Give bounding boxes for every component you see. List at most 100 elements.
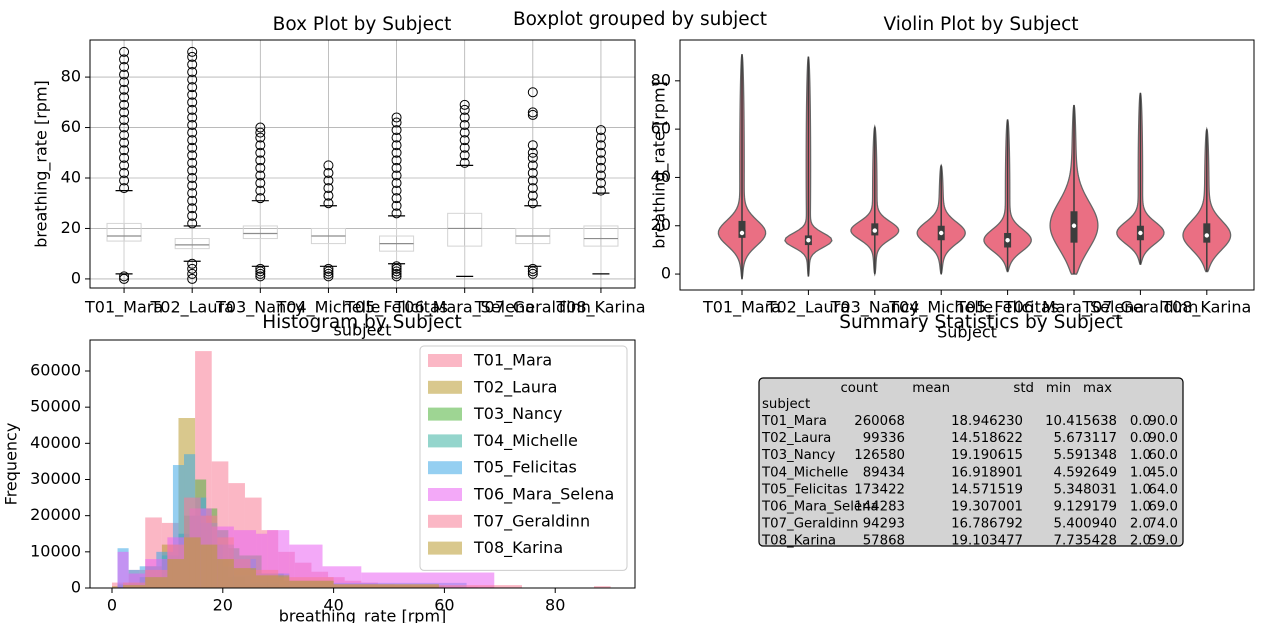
- table-cell: 19.103477: [951, 534, 1023, 549]
- hist-bar: [256, 575, 290, 588]
- legend-swatch: [428, 488, 462, 501]
- table-cell: 9.129179: [1054, 500, 1117, 515]
- table-cell: 5.400940: [1054, 517, 1117, 532]
- x-tick-label: T06_Mara_Selena: [394, 298, 535, 318]
- outlier: [527, 107, 538, 118]
- violin-median: [939, 230, 944, 236]
- y-tick-label: 60: [61, 117, 81, 136]
- legend-swatch: [428, 380, 462, 394]
- table-cell: 64.0: [1148, 482, 1178, 497]
- y-tick-label: 0: [71, 268, 81, 287]
- outlier: [527, 183, 538, 194]
- hist-bar: [184, 537, 201, 588]
- outlier: [255, 147, 266, 158]
- violin-median: [1204, 233, 1210, 238]
- x-tick-label: 60: [434, 596, 454, 615]
- column-header: max: [1083, 381, 1112, 396]
- row-label: T06_Mara_Selena: [761, 500, 879, 515]
- table-cell: 1.0: [1130, 500, 1151, 515]
- table-cell: 60.0: [1148, 448, 1178, 463]
- table-cell: 2.0: [1130, 534, 1151, 549]
- y-tick-label: 20: [61, 218, 81, 237]
- violin-median: [806, 238, 811, 243]
- outlier: [527, 109, 538, 120]
- outlier: [459, 104, 470, 115]
- legend-label: T01_Mara: [473, 351, 552, 371]
- hist-bar: [123, 585, 146, 588]
- x-tick-label: T07_Geraldinn: [474, 298, 591, 318]
- x-axis-label: subject: [334, 321, 392, 340]
- outlier: [391, 140, 402, 151]
- outlier: [595, 132, 606, 143]
- outlier: [255, 268, 266, 279]
- outlier: [595, 125, 606, 136]
- table-cell: 2.0: [1130, 517, 1151, 532]
- legend-label: T04_Michelle: [473, 431, 578, 451]
- box: [447, 212, 483, 247]
- y-tick-label: 80: [61, 67, 81, 86]
- x-tick-label: 40: [323, 596, 343, 615]
- outlier: [119, 114, 130, 125]
- outlier: [595, 147, 606, 158]
- outlier: [187, 51, 198, 62]
- outlier: [459, 135, 470, 146]
- x-tick-label: T04_Michelle: [888, 298, 993, 318]
- outlier: [187, 258, 198, 269]
- x-tick-label: T05_Felicitas: [344, 298, 448, 318]
- outlier: [391, 200, 402, 211]
- table-cell: 90.0: [1148, 414, 1178, 429]
- table-cell: 19.307001: [951, 500, 1023, 515]
- outlier: [527, 87, 538, 98]
- outlier: [187, 157, 198, 168]
- y-tick-label: 60: [651, 119, 671, 138]
- y-tick-label: 40: [651, 167, 671, 186]
- outlier: [187, 89, 198, 100]
- column-header: mean: [912, 381, 950, 396]
- index-name: subject: [762, 397, 810, 412]
- violin-median: [1005, 238, 1010, 243]
- table-cell: 59.0: [1148, 534, 1178, 549]
- hist-bar: [117, 551, 129, 588]
- outlier: [459, 157, 470, 168]
- outlier: [595, 155, 606, 166]
- outlier: [391, 147, 402, 158]
- outlier: [187, 97, 198, 108]
- outlier: [187, 74, 198, 85]
- outlier: [527, 147, 538, 158]
- outlier: [119, 175, 130, 186]
- hist-bar: [289, 580, 334, 588]
- summary-table: count mean std min max subject T01_Mara 260068 1…: [758, 312, 1184, 549]
- outlier: [119, 92, 130, 103]
- hist-bar: [594, 586, 611, 588]
- outlier: [187, 268, 198, 279]
- chart-title: Histogram by Subject: [262, 312, 462, 333]
- x-axis-label: breathing_rate [rpm]: [279, 607, 447, 623]
- outlier: [459, 150, 470, 161]
- box-plot: 0 20 40 60 80 T01_MaraT02_LauraT03_NancyT04_M…: [32, 14, 646, 340]
- hist-bar: [233, 568, 257, 588]
- outlier: [187, 127, 198, 138]
- table-cell: 57868: [863, 534, 905, 549]
- outlier: [187, 263, 198, 274]
- outlier: [187, 135, 198, 146]
- outlier: [323, 263, 334, 274]
- table-cell: 16.918901: [951, 465, 1023, 480]
- outlier: [187, 203, 198, 214]
- outlier: [187, 142, 198, 153]
- violin-box: [738, 220, 746, 238]
- x-tick-label: T06_Mara_Selena: [1003, 298, 1144, 318]
- hist-bar: [145, 577, 168, 588]
- column-header: std: [1013, 381, 1034, 396]
- x-tick-label: T01_Mara: [84, 298, 163, 318]
- outlier: [459, 120, 470, 131]
- y-tick-label: 10000: [30, 541, 81, 560]
- outlier: [119, 160, 130, 171]
- legend-swatch: [428, 541, 462, 555]
- row-label: T04_Michelle: [761, 465, 848, 480]
- x-tick-label: T08_Karina: [1161, 298, 1251, 318]
- x-tick-label: 80: [545, 596, 565, 615]
- outlier: [391, 125, 402, 136]
- x-tick-label: T02_Laura: [150, 298, 234, 318]
- legend-swatch: [428, 461, 462, 475]
- outlier: [119, 69, 130, 80]
